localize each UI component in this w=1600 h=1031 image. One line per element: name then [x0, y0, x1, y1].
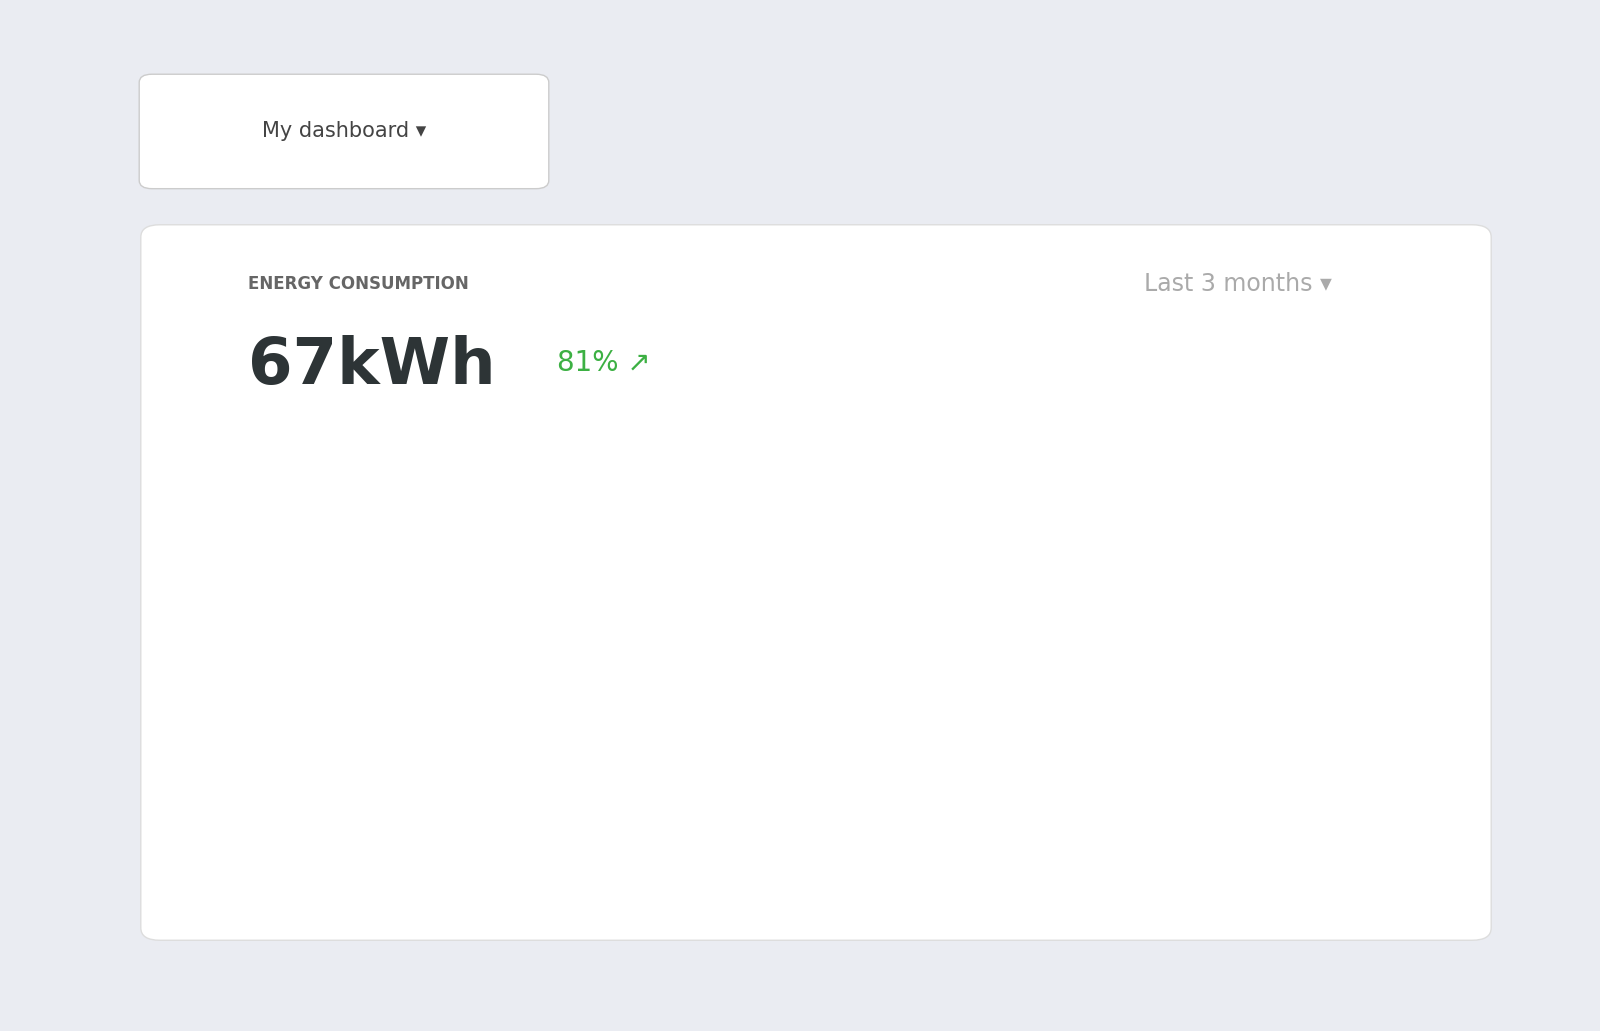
Text: 81% ↗: 81% ↗ — [557, 348, 651, 377]
Text: ENERGY CONSUMPTION: ENERGY CONSUMPTION — [248, 274, 469, 293]
Text: 67kWh: 67kWh — [248, 335, 496, 397]
Text: Last 3 months ▾: Last 3 months ▾ — [1144, 271, 1331, 296]
Text: My dashboard ▾: My dashboard ▾ — [262, 121, 426, 141]
